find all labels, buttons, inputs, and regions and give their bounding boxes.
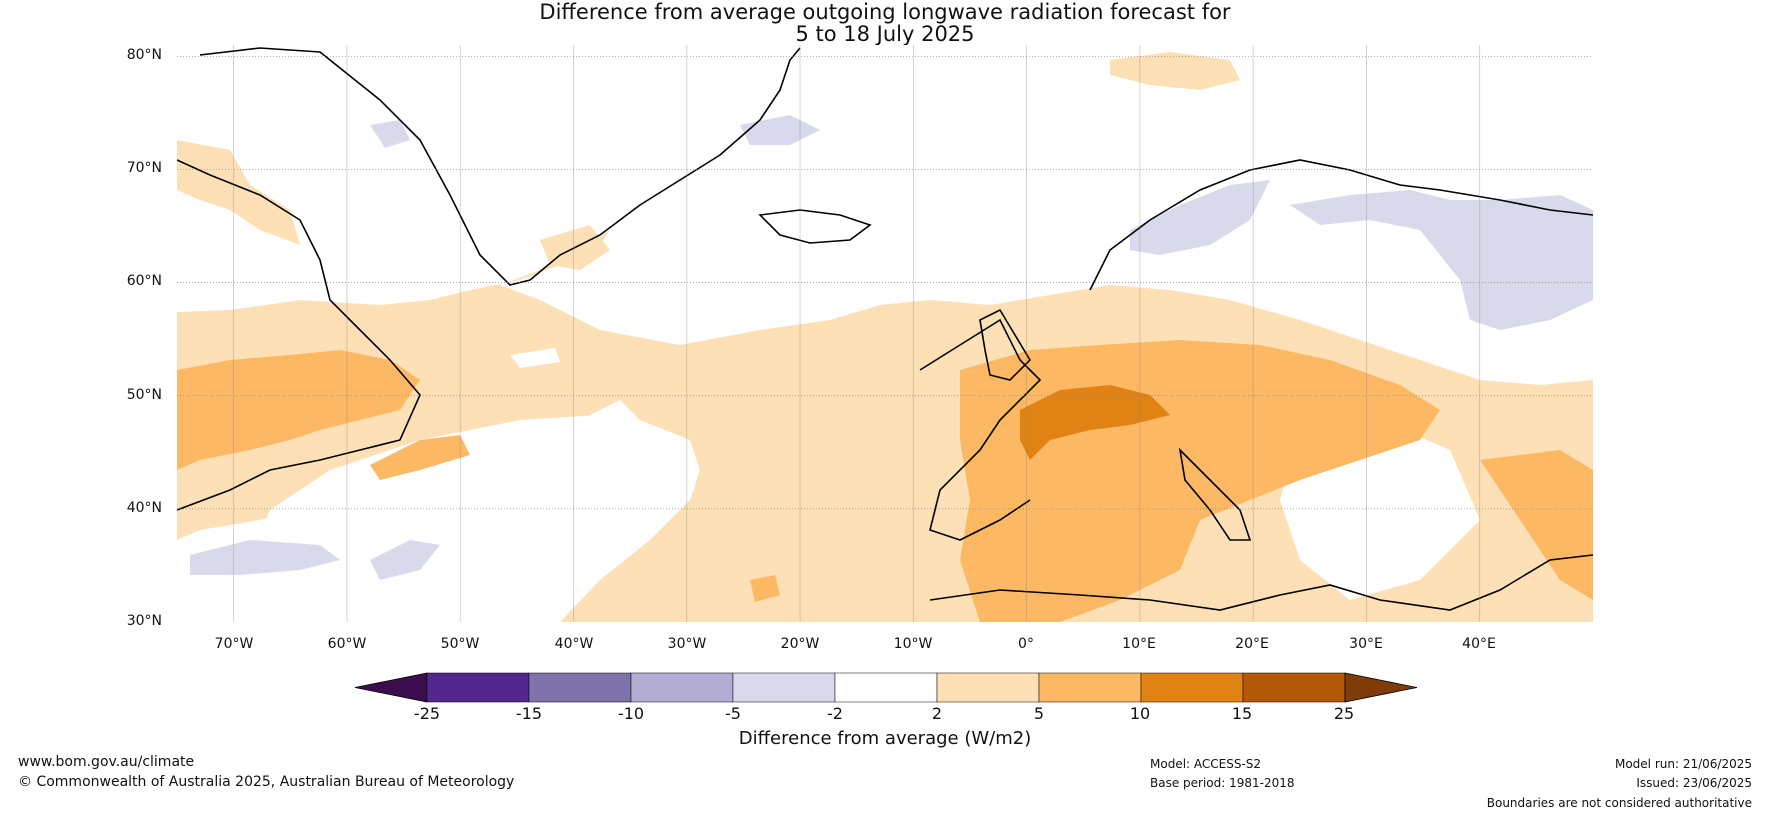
lon-label-50w: 50°W <box>440 636 480 652</box>
anomaly-field-dark-orange <box>1020 385 1170 460</box>
coastline-italy <box>1178 447 1252 541</box>
colorbar-segment <box>1140 672 1244 703</box>
lat-label-40n: 40°N <box>126 500 162 516</box>
colorbar-title: Difference from average (W/m2) <box>738 728 1032 749</box>
chart-title-line1: Difference from average outgoing longwav… <box>539 0 1231 24</box>
anomaly-field-neutral <box>510 348 560 368</box>
lon-label-30w: 30°W <box>667 636 707 652</box>
colorbar-tick: -5 <box>725 704 741 723</box>
colorbar-segment <box>936 672 1040 703</box>
lat-label-30n: 30°N <box>126 613 162 629</box>
issued-text: Issued: 23/06/2025 <box>1636 776 1752 790</box>
model-text: Model: ACCESS-S2 <box>1150 757 1262 771</box>
coastline-britain <box>979 308 1032 381</box>
anomaly-field-lilac <box>1130 180 1270 255</box>
copyright-text: © Commonwealth of Australia 2025, Austra… <box>18 774 515 790</box>
anomaly-field-lilac <box>190 540 340 575</box>
colorbar-tick: 10 <box>1129 704 1151 723</box>
colorbar-segment <box>732 672 836 703</box>
lat-label-60n: 60°N <box>126 273 162 289</box>
lat-label-50n: 50°N <box>126 387 162 403</box>
coastline-iceland <box>758 209 872 244</box>
anomaly-field-neutral <box>250 415 690 622</box>
colorbar-tick: 5 <box>1033 704 1045 723</box>
anomaly-field-orange <box>177 350 420 470</box>
anomaly-fields <box>177 45 1593 622</box>
colorbar-tick: 2 <box>931 704 943 723</box>
lon-label-30e: 30°E <box>1349 636 1383 652</box>
coastline-north-america <box>177 159 421 511</box>
lon-label-60w: 60°W <box>327 636 367 652</box>
lon-label-10e: 10°E <box>1122 636 1156 652</box>
colorbar-extend-low <box>354 672 428 703</box>
colorbar-segment <box>834 672 938 703</box>
map-gridlines <box>177 45 1593 622</box>
lon-label-20w: 20°W <box>780 636 820 652</box>
colorbar-segment <box>528 672 632 703</box>
anomaly-field-light-orange <box>177 230 1593 622</box>
lon-label-20e: 20°E <box>1235 636 1269 652</box>
coastline-scandinavia <box>1089 159 1593 291</box>
colorbar-tick: -2 <box>827 704 843 723</box>
colorbar-tick: 25 <box>1333 704 1355 723</box>
lon-label-10w: 10°W <box>893 636 933 652</box>
coastline-greenland <box>199 47 801 286</box>
lon-label-70w: 70°W <box>214 636 254 652</box>
coastline-europe-west <box>919 318 1042 541</box>
colorbar-segment <box>426 672 530 703</box>
anomaly-field-lilac <box>370 120 410 148</box>
anomaly-field-lilac <box>370 540 440 580</box>
disclaimer-text: Boundaries are not considered authoritat… <box>1486 796 1752 810</box>
lon-label-40e: 40°E <box>1462 636 1496 652</box>
lat-label-70n: 70°N <box>126 160 162 176</box>
lon-label-40w: 40°W <box>554 636 594 652</box>
colorbar-extend-high <box>1344 672 1418 703</box>
colorbar <box>354 672 1418 703</box>
coastline-mediterranean <box>929 554 1593 611</box>
colorbar-tick: -10 <box>617 704 645 723</box>
colorbar-tick: -15 <box>515 704 543 723</box>
lon-label-0: 0° <box>1018 636 1034 652</box>
colorbar-segment <box>1242 672 1346 703</box>
model-run-text: Model run: 21/06/2025 <box>1614 757 1752 771</box>
chart-title-line2: 5 to 18 July 2025 <box>795 22 975 46</box>
anomaly-field-orange <box>1480 450 1593 600</box>
lat-label-80n: 80°N <box>126 47 162 63</box>
colorbar-tick: -25 <box>413 704 441 723</box>
base-period-text: Base period: 1981-2018 <box>1150 776 1295 790</box>
anomaly-field-light-orange <box>177 140 300 245</box>
colorbar-segment <box>630 672 734 703</box>
anomaly-field-orange <box>750 575 780 602</box>
anomaly-field-light-orange <box>1110 52 1240 90</box>
coastlines <box>177 47 1593 611</box>
anomaly-field-orange <box>370 435 470 480</box>
anomaly-field-lilac <box>1290 190 1593 330</box>
colorbar-tick: 15 <box>1231 704 1253 723</box>
website-link[interactable]: www.bom.gov.au/climate <box>18 754 195 770</box>
colorbar-segment <box>1038 672 1142 703</box>
